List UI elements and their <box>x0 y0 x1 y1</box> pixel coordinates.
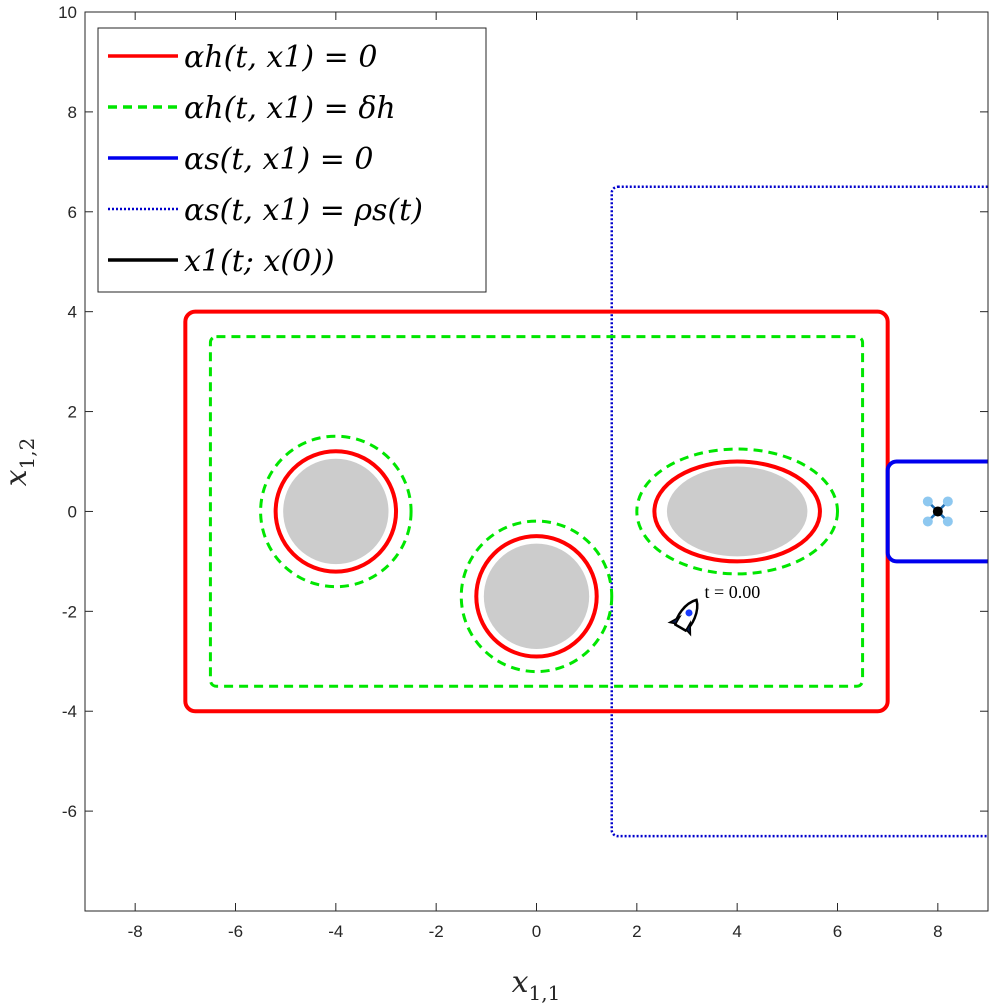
robot-fin-right <box>685 620 692 637</box>
obstacle-margin-2 <box>635 447 840 576</box>
legend-label-0: αh(t, x1) = 0 <box>184 40 377 75</box>
x-axis-label: x1,1 <box>512 965 561 1005</box>
y-tick-label: 0 <box>68 502 77 521</box>
legend-label-1: αh(t, x1) = δh <box>184 91 396 126</box>
x-tick-label: 8 <box>933 922 942 941</box>
y-tick-label: 10 <box>58 3 77 22</box>
y-axis-label: x1,2 <box>0 438 39 487</box>
y-tick-label: 4 <box>68 303 77 322</box>
y-tick-label: 2 <box>68 403 77 422</box>
goal-region-boundary <box>885 459 988 564</box>
y-tick-label: -2 <box>62 602 77 621</box>
legend: αh(t, x1) = 0 αh(t, x1) = δh αs(t, x1) = 0… <box>97 27 487 293</box>
goal-marker-rotor <box>942 496 953 507</box>
robot-window <box>685 609 693 617</box>
y-tick-label: 6 <box>68 203 77 222</box>
y-tick-label: 8 <box>68 103 77 122</box>
time-annotation: t = 0.00 <box>705 582 761 602</box>
x-axis-label-sub: 1,1 <box>529 981 561 1005</box>
workspace-margin-boundary <box>208 335 865 688</box>
robot-fin-left <box>667 614 682 625</box>
x-tick-label: 2 <box>632 922 641 941</box>
obstacle-margin-0 <box>259 434 413 589</box>
x-tick-label: -6 <box>228 922 243 941</box>
x-tick-label: 6 <box>833 922 842 941</box>
soft-level-set-boundary <box>610 185 988 838</box>
obstacle-margin-1 <box>459 519 614 674</box>
goal-marker-icon <box>922 496 953 527</box>
obstacle-1 <box>483 543 590 650</box>
legend-label-2: αs(t, x1) = 0 <box>184 142 374 177</box>
y-tick-label: -4 <box>62 702 77 721</box>
robot-body <box>673 598 699 633</box>
legend-label-3: αs(t, x1) = ρs(t) <box>184 193 423 228</box>
x-tick-label: 0 <box>532 922 541 941</box>
y-tick-label: -6 <box>62 802 77 821</box>
obstacle-0 <box>283 458 389 565</box>
legend-label-4: x1(t; x(0)) <box>184 244 335 279</box>
y-axis-label-sub: 1,2 <box>15 438 39 470</box>
legend-box <box>97 27 487 293</box>
obstacle-2 <box>666 466 808 557</box>
y-axis-label-main: x <box>0 469 34 486</box>
x-tick-label: -8 <box>128 922 143 941</box>
x-tick-label: 4 <box>732 922 741 941</box>
x-axis-label-main: x <box>512 965 529 1000</box>
goal-marker-rotor <box>922 516 933 527</box>
goal-marker-center <box>932 506 943 517</box>
goal-marker-rotor <box>942 516 953 527</box>
goal-marker-rotor <box>922 496 933 507</box>
obstacle-boundary-2 <box>652 459 822 564</box>
obstacle-boundary-1 <box>474 534 599 659</box>
x-tick-label: -4 <box>328 922 343 941</box>
robot-rocket-icon <box>667 598 699 637</box>
obstacle-boundary-0 <box>273 449 399 574</box>
x-tick-label: -2 <box>429 922 444 941</box>
axis-ticks: -8 -6 -4 -2 0 2 4 6 8 -6 -4 -2 0 2 4 6 8 10 <box>58 3 988 941</box>
plot-area: t = 0.00 <box>183 185 988 838</box>
